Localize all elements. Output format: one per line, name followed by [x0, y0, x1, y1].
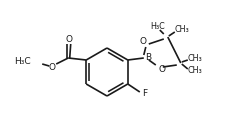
Text: CH₃: CH₃	[174, 26, 189, 34]
Text: O: O	[158, 65, 165, 75]
Text: O: O	[66, 34, 73, 44]
Text: CH₃: CH₃	[187, 54, 202, 64]
Text: H₃C: H₃C	[15, 57, 31, 65]
Text: B: B	[145, 53, 151, 63]
Text: H₃C: H₃C	[150, 23, 165, 31]
Text: O: O	[49, 64, 56, 72]
Text: CH₃: CH₃	[187, 67, 202, 76]
Text: O: O	[139, 38, 146, 46]
Text: F: F	[142, 90, 147, 98]
